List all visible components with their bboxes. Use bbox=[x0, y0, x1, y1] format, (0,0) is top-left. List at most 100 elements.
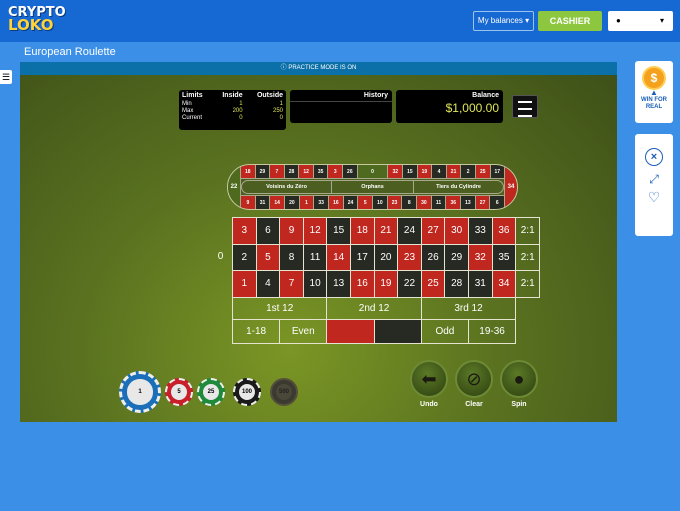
racetrack-number[interactable]: 32 bbox=[388, 165, 404, 178]
racetrack-number[interactable]: 10 bbox=[373, 196, 388, 209]
even-money-bet[interactable]: 1-18 bbox=[232, 318, 281, 344]
menu-icon[interactable] bbox=[512, 95, 538, 118]
racetrack-number[interactable]: 35 bbox=[313, 165, 329, 178]
clear-button[interactable]: ⊘ bbox=[455, 360, 493, 398]
number-cell[interactable]: 29 bbox=[444, 243, 469, 271]
racetrack-number[interactable]: 21 bbox=[446, 165, 462, 178]
racetrack-number[interactable]: 1 bbox=[299, 196, 315, 209]
number-cell[interactable]: 13 bbox=[326, 270, 351, 298]
number-cell[interactable]: 26 bbox=[420, 243, 446, 271]
dozen-bet[interactable]: 1st 12 bbox=[232, 296, 328, 320]
number-cell[interactable]: 35 bbox=[491, 243, 517, 271]
number-cell[interactable]: 5 bbox=[255, 243, 281, 271]
number-cell[interactable]: 3 bbox=[232, 217, 257, 245]
sidebar-toggle-icon[interactable]: ☰ bbox=[0, 70, 12, 84]
racetrack-number[interactable]: 31 bbox=[255, 196, 271, 209]
racetrack-number[interactable]: 2 bbox=[461, 165, 476, 178]
racetrack-number[interactable]: 11 bbox=[431, 196, 447, 209]
racetrack-number[interactable]: 14 bbox=[270, 196, 286, 209]
racetrack-22[interactable]: 22 bbox=[228, 165, 241, 209]
even-money-bet[interactable]: Odd bbox=[420, 318, 469, 344]
number-cell[interactable]: 4 bbox=[255, 270, 281, 298]
racetrack-number[interactable]: 20 bbox=[285, 196, 300, 209]
racetrack-number[interactable]: 16 bbox=[329, 196, 344, 209]
racetrack-number[interactable]: 8 bbox=[402, 196, 418, 209]
win-for-real-panel[interactable]: $ ▲ WIN FOR REAL bbox=[635, 61, 673, 123]
number-cell[interactable]: 6 bbox=[255, 217, 281, 245]
number-cell[interactable]: 31 bbox=[468, 270, 493, 298]
black-bet[interactable] bbox=[373, 318, 422, 344]
dozen-bet[interactable]: 3rd 12 bbox=[420, 296, 517, 320]
column-bet[interactable]: 2:1 bbox=[515, 270, 541, 298]
section-tiers[interactable]: Tiers du Cylindre bbox=[436, 184, 481, 190]
section-voisins[interactable]: Voisins du Zéro bbox=[242, 181, 333, 193]
number-cell[interactable]: 12 bbox=[302, 217, 328, 245]
number-cell[interactable]: 15 bbox=[326, 217, 351, 245]
my-balances-dropdown[interactable]: My balances ▾ bbox=[473, 11, 534, 31]
racetrack-number[interactable]: 28 bbox=[284, 165, 300, 178]
chip-1[interactable]: 1 bbox=[119, 371, 161, 413]
racetrack-number[interactable]: 18 bbox=[241, 165, 256, 178]
racetrack-number[interactable]: 15 bbox=[403, 165, 418, 178]
number-cell[interactable]: 8 bbox=[279, 243, 304, 271]
chip-5[interactable]: 5 bbox=[165, 378, 193, 406]
number-cell[interactable]: 11 bbox=[302, 243, 328, 271]
column-bet[interactable]: 2:1 bbox=[515, 217, 541, 245]
even-money-bet[interactable]: Even bbox=[279, 318, 328, 344]
number-cell[interactable]: 21 bbox=[373, 217, 399, 245]
number-cell[interactable]: 36 bbox=[491, 217, 517, 245]
racetrack-number[interactable]: 24 bbox=[343, 196, 359, 209]
chip-100[interactable]: 100 bbox=[233, 378, 261, 406]
red-bet[interactable] bbox=[326, 318, 375, 344]
number-cell[interactable]: 1 bbox=[232, 270, 257, 298]
racetrack-number[interactable]: 4 bbox=[432, 165, 447, 178]
racetrack-number[interactable]: 25 bbox=[475, 165, 491, 178]
racetrack-34[interactable]: 34 bbox=[504, 165, 517, 209]
even-money-bet[interactable]: 19-36 bbox=[468, 318, 517, 344]
fullscreen-icon[interactable]: ⤢ bbox=[649, 172, 659, 186]
close-icon[interactable]: × bbox=[645, 148, 663, 166]
number-cell[interactable]: 23 bbox=[397, 243, 422, 271]
heart-icon[interactable]: ♡ bbox=[647, 189, 661, 205]
number-cell[interactable]: 18 bbox=[350, 217, 375, 245]
racetrack-number[interactable]: 33 bbox=[314, 196, 330, 209]
logo[interactable]: CRYPTO LOKO bbox=[8, 5, 66, 34]
racetrack-number[interactable]: 13 bbox=[461, 196, 476, 209]
undo-button[interactable]: ⬅ bbox=[410, 360, 448, 398]
number-cell[interactable]: 33 bbox=[468, 217, 493, 245]
number-cell[interactable]: 16 bbox=[350, 270, 375, 298]
racetrack-number[interactable]: 5 bbox=[358, 196, 374, 209]
number-cell[interactable]: 10 bbox=[302, 270, 328, 298]
racetrack-number[interactable]: 12 bbox=[299, 165, 314, 178]
number-cell[interactable]: 30 bbox=[444, 217, 469, 245]
number-cell[interactable]: 22 bbox=[397, 270, 422, 298]
spin-button[interactable]: ● bbox=[500, 360, 538, 398]
racetrack-number[interactable]: 19 bbox=[417, 165, 433, 178]
number-cell[interactable]: 19 bbox=[373, 270, 399, 298]
number-cell[interactable]: 14 bbox=[326, 243, 351, 271]
racetrack-number[interactable]: 7 bbox=[270, 165, 285, 178]
user-menu[interactable]: ● ▾ bbox=[608, 11, 673, 31]
number-cell[interactable]: 7 bbox=[279, 270, 304, 298]
chip-500[interactable]: 500 bbox=[270, 378, 298, 406]
racetrack-number[interactable]: 3 bbox=[328, 165, 344, 178]
cashier-button[interactable]: CASHIER bbox=[538, 11, 602, 31]
number-cell[interactable]: 34 bbox=[491, 270, 517, 298]
racetrack-number[interactable]: 6 bbox=[490, 196, 505, 209]
section-orphans[interactable]: Orphans bbox=[332, 181, 414, 193]
number-cell[interactable]: 32 bbox=[468, 243, 493, 271]
number-zero[interactable]: 0 bbox=[217, 251, 224, 262]
number-cell[interactable]: 27 bbox=[420, 217, 446, 245]
chip-25[interactable]: 25 bbox=[197, 378, 225, 406]
racetrack-number[interactable]: 27 bbox=[475, 196, 491, 209]
dozen-bet[interactable]: 2nd 12 bbox=[326, 296, 422, 320]
racetrack-number[interactable]: 9 bbox=[241, 196, 256, 209]
racetrack-number[interactable]: 26 bbox=[343, 165, 358, 178]
racetrack[interactable]: 22 34 18 29 7 28 12 35 3 26 0 32 15 19 4 21 2 25 17 Vois… bbox=[227, 164, 518, 210]
number-cell[interactable]: 24 bbox=[397, 217, 422, 245]
number-cell[interactable]: 17 bbox=[350, 243, 375, 271]
number-cell[interactable]: 20 bbox=[373, 243, 399, 271]
racetrack-number[interactable]: 23 bbox=[387, 196, 403, 209]
number-cell[interactable]: 28 bbox=[444, 270, 469, 298]
column-bet[interactable]: 2:1 bbox=[515, 243, 541, 271]
